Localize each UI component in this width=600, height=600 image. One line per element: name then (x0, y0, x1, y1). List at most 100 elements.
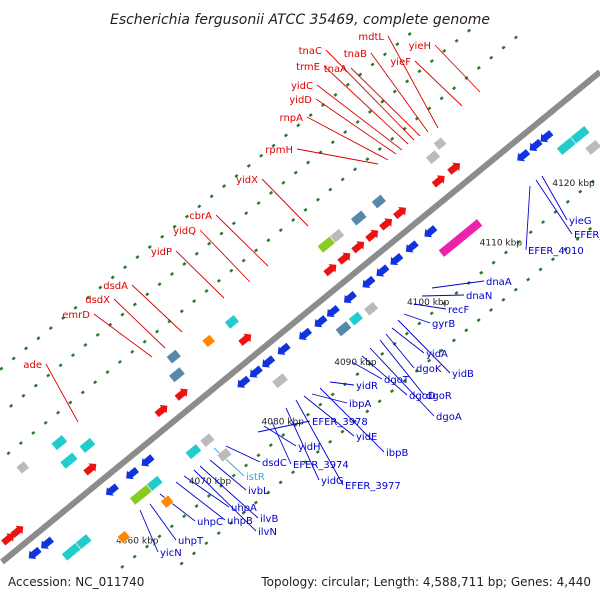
tick-mark (358, 72, 363, 77)
tick-mark (538, 267, 543, 272)
tick-mark (73, 305, 78, 310)
scale-tick-label: 4070 kbp (189, 477, 232, 487)
tick-mark (367, 109, 373, 114)
tick-mark (365, 157, 370, 162)
tick-mark (380, 99, 385, 104)
label-connector-line (403, 313, 431, 324)
label-connector-line (113, 298, 166, 349)
tick-mark (541, 220, 546, 225)
gene-label: ibpA (349, 399, 371, 410)
tick-mark (308, 113, 313, 118)
tick-mark (395, 42, 400, 47)
cog-feature-box (199, 432, 216, 448)
reverse-gene-arrow (343, 291, 357, 304)
tick-mark (244, 211, 249, 216)
tick-mark (290, 470, 296, 475)
tick-mark (142, 339, 147, 344)
label-connector-line (535, 179, 573, 235)
label-connector-line (131, 284, 183, 333)
label-connector-line (431, 280, 485, 289)
forward-gene-arrow (238, 333, 252, 346)
tick-mark (293, 170, 298, 175)
label-connector-line (149, 503, 177, 541)
tick-mark (464, 328, 469, 333)
tick-mark (328, 439, 333, 444)
tick-mark (43, 420, 48, 425)
gene-label: yidG (321, 476, 344, 487)
forward-gene-arrow (154, 405, 168, 418)
gene-label: emrD (62, 310, 90, 321)
tick-mark (281, 180, 286, 185)
gene-label: mdtL (358, 32, 384, 43)
tick-mark (330, 392, 335, 397)
tick-mark (246, 163, 251, 168)
tick-mark (169, 524, 174, 529)
cog-feature-box (59, 451, 79, 470)
label-connector-line (413, 303, 447, 310)
gene-label: dnaN (466, 291, 492, 302)
label-connector-line (183, 475, 230, 508)
label-connector-line (193, 469, 257, 532)
label-connector-line (175, 250, 225, 299)
tick-mark (365, 409, 370, 414)
reverse-gene-arrow (376, 264, 390, 277)
tick-mark (281, 433, 286, 437)
tick-mark (184, 214, 189, 219)
tick-mark (442, 301, 447, 306)
tick-mark (130, 349, 135, 354)
tick-mark (222, 184, 227, 189)
label-connector-line (541, 175, 568, 221)
tick-mark (370, 62, 375, 67)
tick-mark (209, 194, 214, 199)
label-connector-line (323, 65, 409, 145)
tick-mark (318, 402, 323, 407)
tick-mark (315, 449, 320, 454)
label-connector-line (295, 399, 344, 486)
forward-gene-arrow (323, 264, 337, 277)
gene-label: dsdC (262, 458, 287, 469)
gene-label: dnaA (486, 277, 512, 288)
tick-mark (454, 291, 459, 296)
gene-label: dgoD (409, 391, 436, 402)
label-connector-line (370, 52, 429, 133)
label-connector-line (225, 445, 261, 463)
tick-mark (244, 463, 249, 468)
gene-label: dgoT (384, 375, 410, 386)
tick-mark (11, 356, 16, 361)
tick-mark (256, 453, 261, 458)
genome-backbone (0, 69, 600, 565)
cog-feature-box (584, 139, 600, 156)
gene-label: ibpB (386, 448, 408, 459)
tick-mark (135, 255, 140, 260)
scale-tick-label: 4110 kbp (480, 239, 523, 249)
tick-mark (377, 147, 382, 151)
tick-mark (98, 285, 103, 290)
tick-mark (278, 480, 283, 485)
tick-mark (191, 551, 197, 556)
tick-mark (120, 564, 125, 569)
tick-mark (206, 493, 211, 498)
reverse-gene-arrow (28, 546, 42, 559)
gene-label: rnpA (280, 113, 304, 124)
label-connector-line (199, 465, 259, 519)
tick-mark (85, 295, 90, 300)
gene-label: yidE (356, 432, 377, 443)
tick-mark (355, 372, 360, 377)
reverse-gene-arrow (41, 536, 54, 549)
label-connector-line (261, 178, 309, 227)
tick-mark (528, 230, 533, 235)
tick-mark (303, 207, 308, 212)
cog-feature-box (78, 437, 97, 454)
tick-mark (207, 241, 212, 246)
tick-mark (476, 65, 481, 70)
cog-feature-box (184, 443, 203, 461)
tick-mark (439, 96, 444, 101)
tick-mark (427, 106, 432, 111)
tick-mark (340, 429, 345, 434)
reverse-gene-arrow (141, 454, 155, 467)
label-connector-line (325, 49, 415, 141)
tick-mark (476, 318, 481, 323)
gene-label: rpmH (265, 145, 293, 156)
gene-label: recF (448, 305, 470, 316)
